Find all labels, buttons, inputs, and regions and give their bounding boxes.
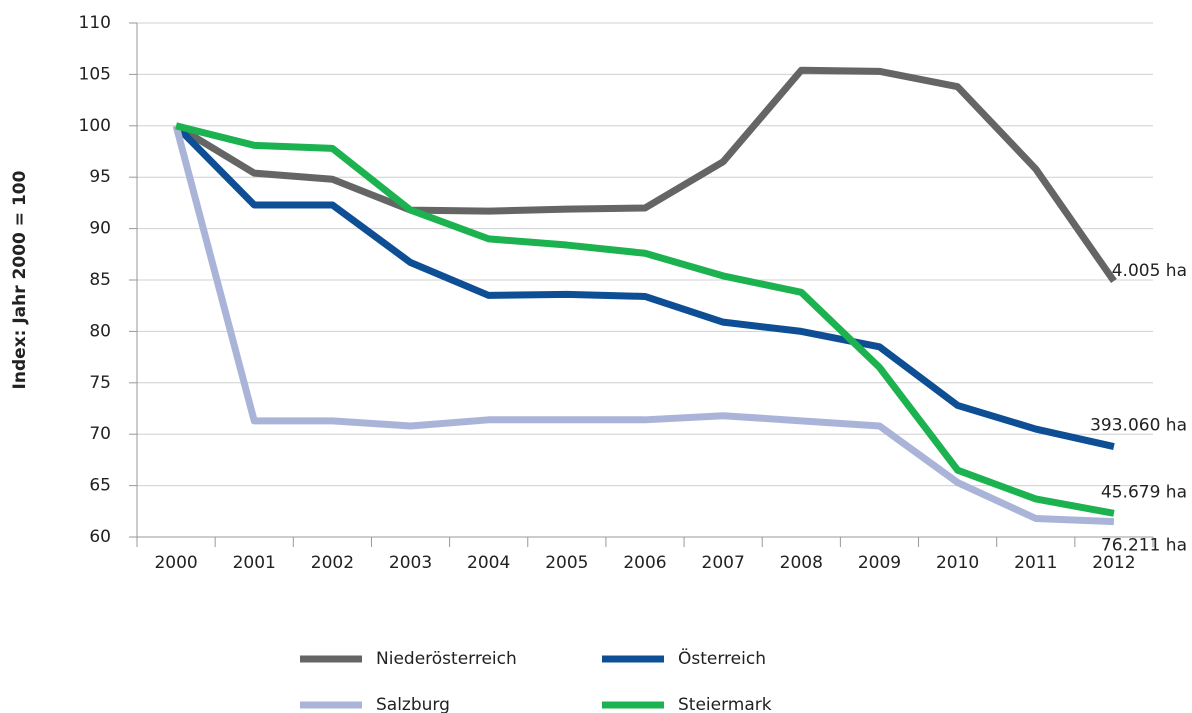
series-line — [175, 122, 1115, 517]
y-tick-label: 105 — [79, 64, 111, 84]
y-tick-label: 95 — [89, 167, 111, 187]
y-tick-label: 85 — [89, 270, 111, 290]
end-label: 4.005 ha — [1112, 261, 1187, 281]
x-tick-label: 2003 — [389, 553, 432, 573]
end-label: 393.060 ha — [1090, 416, 1187, 436]
end-label: 76.211 ha — [1101, 536, 1187, 556]
y-axis-label: Index: Jahr 2000 = 100 — [10, 170, 30, 389]
x-tick-label: 2005 — [545, 553, 588, 573]
x-tick-label: 2002 — [311, 553, 354, 573]
y-tick-label: 65 — [89, 476, 111, 496]
x-tick-label: 2011 — [1014, 553, 1057, 573]
x-tick-label: 2004 — [467, 553, 510, 573]
x-tick-label: 2007 — [702, 553, 745, 573]
legend-label: Salzburg — [376, 695, 450, 713]
legend-label: Niederösterreich — [376, 649, 517, 669]
end-label: 45.679 ha — [1101, 482, 1187, 502]
x-tick-label: 2012 — [1092, 553, 1135, 573]
y-tick-label: 100 — [79, 116, 111, 136]
x-tick-label: 2006 — [623, 553, 666, 573]
x-tick-label: 2000 — [154, 553, 197, 573]
y-tick-label: 75 — [89, 373, 111, 393]
y-tick-label: 60 — [89, 527, 111, 547]
y-tick-label: 70 — [89, 424, 111, 444]
x-tick-label: 2009 — [858, 553, 901, 573]
series-line — [173, 123, 1115, 450]
x-tick-label: 2001 — [233, 553, 276, 573]
series-line — [172, 124, 1115, 526]
series-line — [174, 66, 1117, 284]
x-tick-label: 2010 — [936, 553, 979, 573]
y-tick-label: 80 — [89, 321, 111, 341]
legend-label: Steiermark — [678, 695, 772, 713]
legend-label: Österreich — [678, 647, 766, 669]
y-tick-label: 90 — [89, 219, 111, 239]
y-tick-label: 110 — [79, 13, 111, 33]
x-tick-label: 2008 — [780, 553, 823, 573]
